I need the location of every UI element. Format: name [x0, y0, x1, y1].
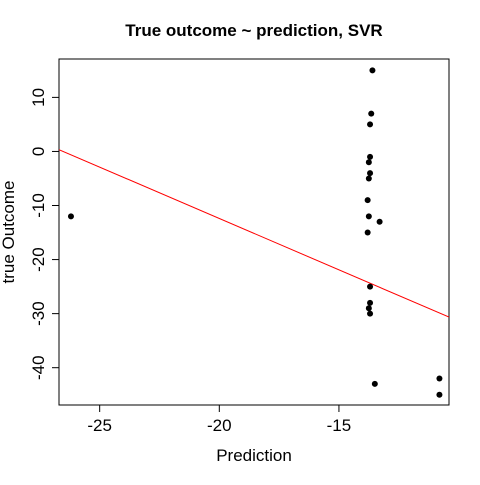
y-tick-label: 10 — [29, 88, 48, 107]
data-point — [367, 170, 374, 177]
data-point — [364, 229, 371, 236]
y-axis-label: true Outcome — [0, 181, 18, 284]
x-tick-label: -15 — [327, 416, 352, 435]
data-point — [376, 218, 383, 225]
y-tick-label: 0 — [29, 147, 48, 156]
data-point — [371, 380, 378, 387]
data-point — [367, 121, 374, 128]
data-point — [367, 153, 374, 160]
data-point — [368, 110, 375, 117]
regression-line — [59, 149, 449, 318]
data-point — [365, 305, 372, 312]
x-tick-label: -25 — [87, 416, 112, 435]
data-point — [67, 213, 74, 220]
data-point — [367, 310, 374, 317]
data-point — [369, 67, 376, 74]
chart-title: True outcome ~ prediction, SVR — [125, 21, 382, 40]
data-point — [365, 159, 372, 166]
data-point — [365, 175, 372, 182]
data-point — [367, 299, 374, 306]
data-point — [367, 283, 374, 290]
plot-layer: -25 -20 -15 -40 -30 -20 -10 0 10 — [29, 58, 450, 435]
data-point — [365, 213, 372, 220]
y-tick-label: -10 — [29, 193, 48, 218]
x-axis-label: Prediction — [216, 446, 292, 465]
y-tick-label: -20 — [29, 247, 48, 272]
data-point — [436, 391, 443, 398]
y-tick-label: -30 — [29, 301, 48, 326]
data-point — [364, 197, 371, 204]
x-tick-label: -20 — [207, 416, 232, 435]
plot-frame — [58, 58, 450, 406]
data-point — [436, 375, 443, 382]
y-tick-label: -40 — [29, 355, 48, 380]
